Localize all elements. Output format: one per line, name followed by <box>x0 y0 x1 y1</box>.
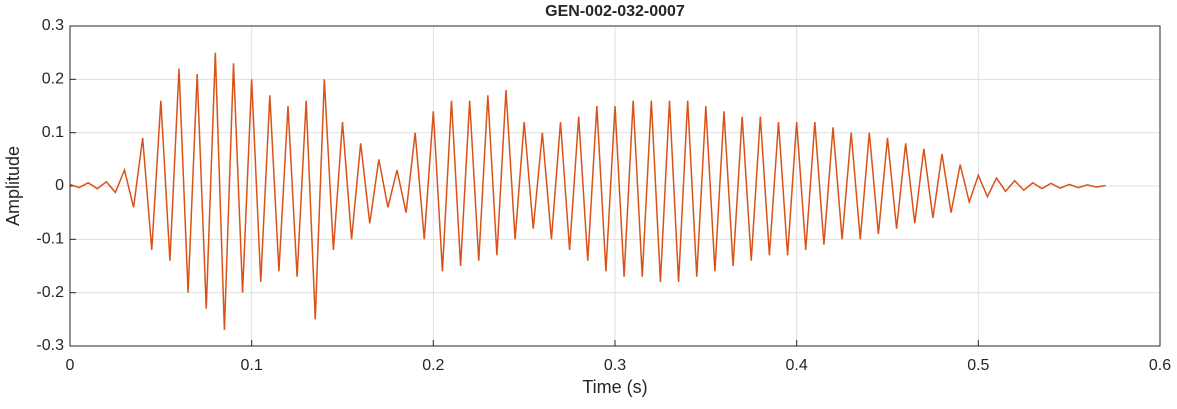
plot-frame <box>69 25 1161 347</box>
y-tick-label: 0.3 <box>42 17 64 34</box>
x-tick-label: 0.3 <box>604 357 626 374</box>
y-tick-label: -0.1 <box>36 231 64 248</box>
x-axis-label: Time (s) <box>582 377 647 397</box>
x-tick-label: 0.6 <box>1149 357 1171 374</box>
y-tick-label: -0.2 <box>36 284 64 301</box>
y-tick-label: 0.2 <box>42 71 64 88</box>
x-tick-label: 0.1 <box>241 357 263 374</box>
chart-title: GEN-002-032-0007 <box>545 3 685 20</box>
x-tick-label: 0 <box>66 357 75 374</box>
y-tick-label: 0.1 <box>42 124 64 141</box>
y-tick-label: -0.3 <box>36 337 64 354</box>
waveform-line <box>69 52 1106 331</box>
x-tick-label: 0.4 <box>786 357 808 374</box>
x-tick-label: 0.2 <box>422 357 444 374</box>
y-tick-label: 0 <box>55 177 64 194</box>
x-tick-label: 0.5 <box>967 357 989 374</box>
y-axis-label: Amplitude <box>3 146 23 226</box>
